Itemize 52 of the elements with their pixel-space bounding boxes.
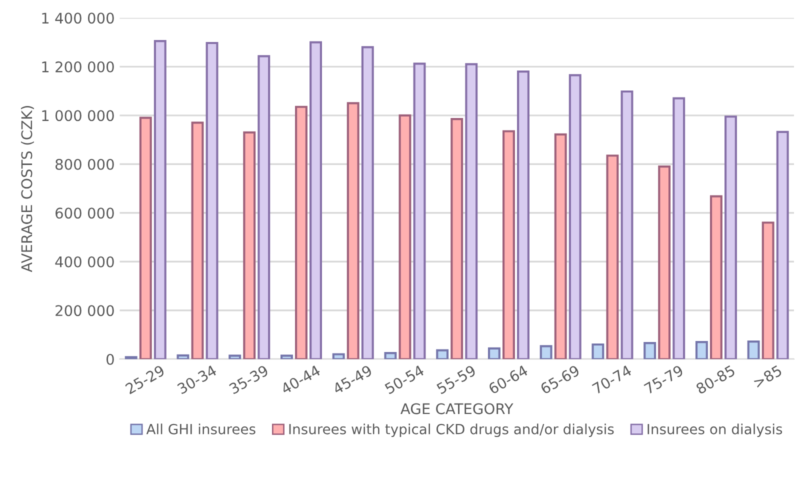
legend-label: Insurees with typical CKD drugs and/or dialysis <box>289 424 614 438</box>
bar <box>384 352 397 360</box>
bar <box>502 130 515 360</box>
bar <box>436 349 449 360</box>
bar <box>228 354 242 360</box>
bar <box>658 166 671 360</box>
bar <box>361 46 374 360</box>
y-axis-title: AVERAGE COSTS (CZK) <box>20 106 34 272</box>
bar <box>540 345 552 360</box>
bar <box>517 70 530 360</box>
bar <box>672 97 686 360</box>
legend-label: Insurees on dialysis <box>648 424 782 438</box>
y-tick-label: 1 200 000 <box>42 61 114 72</box>
bar <box>762 222 774 360</box>
bar <box>710 195 722 360</box>
y-tick-label: 600 000 <box>56 208 114 219</box>
bar <box>554 133 567 360</box>
y-tick-label: 1 000 000 <box>42 110 114 122</box>
bar <box>620 90 634 360</box>
bar <box>724 116 737 360</box>
bar <box>644 342 656 360</box>
y-tick-label: 1 400 000 <box>42 12 114 24</box>
bar <box>243 131 256 360</box>
bar <box>346 102 360 360</box>
bar <box>332 353 345 360</box>
bar <box>413 62 426 360</box>
y-tick-label: 400 000 <box>55 256 114 268</box>
bar <box>154 40 166 360</box>
bar <box>310 41 322 360</box>
bar <box>139 116 152 360</box>
bar <box>606 154 619 360</box>
x-axis-title: AGE CATEGORY <box>400 403 514 414</box>
bar <box>747 340 760 360</box>
y-tick-label: 800 000 <box>56 158 114 170</box>
legend-label: All GHI insurees <box>146 424 256 434</box>
bar <box>465 63 478 360</box>
bar <box>295 106 308 360</box>
bar <box>450 118 464 360</box>
bar <box>398 114 412 360</box>
bar <box>776 130 789 360</box>
bar <box>191 122 204 360</box>
bar <box>568 74 582 360</box>
bar <box>695 341 708 360</box>
bar <box>176 354 190 360</box>
bar <box>488 347 500 360</box>
bar <box>206 42 218 360</box>
bar <box>258 55 270 360</box>
x-tick-label: >85 <box>752 364 782 388</box>
y-tick-label: 0 <box>106 354 114 365</box>
y-tick-label: 200 000 <box>56 305 114 316</box>
bar <box>280 354 293 360</box>
bar <box>592 343 604 360</box>
